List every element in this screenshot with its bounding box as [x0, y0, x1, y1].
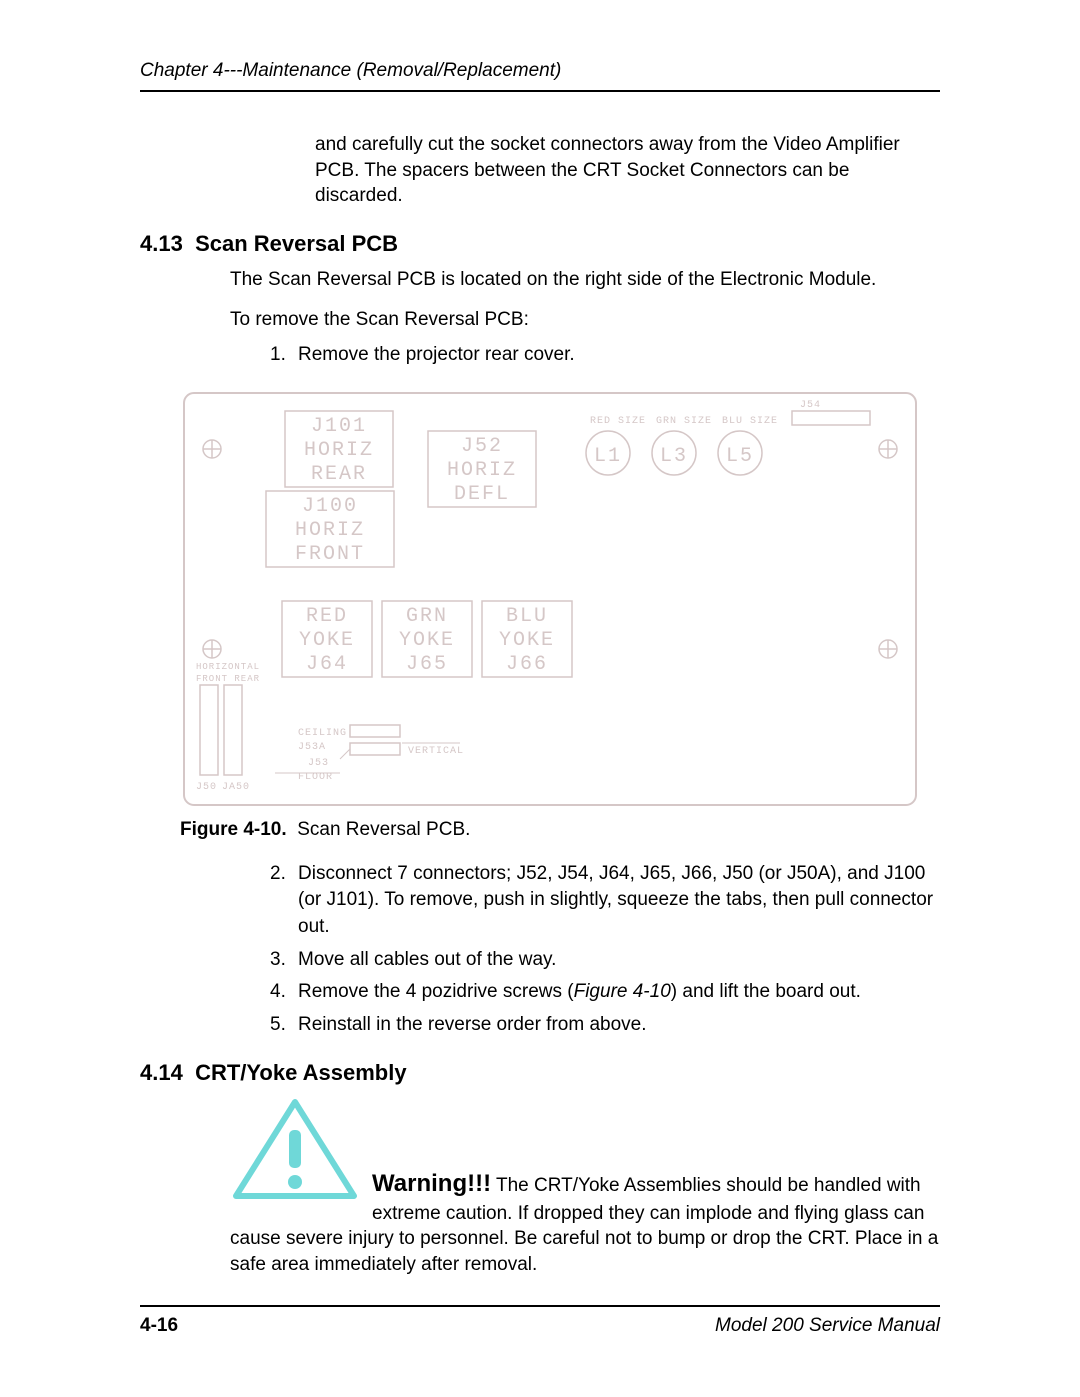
label-j101: J101 [311, 415, 367, 438]
step-1: 1. Remove the projector rear cover. [270, 342, 940, 369]
label-j50: J50 [196, 782, 217, 793]
label-horiz-front: HORIZ [295, 519, 365, 542]
label-j53: J53 [308, 758, 329, 769]
label-front: FRONT [295, 543, 365, 566]
label-grn-size: GRN SIZE [656, 416, 712, 427]
figure-caption-label: Figure 4-10. [180, 819, 287, 840]
label-j53a: J53A [298, 742, 326, 753]
step-number: 4. [270, 979, 298, 1006]
step-text: Remove the projector rear cover. [298, 342, 575, 369]
step4-b: ) and lift the board out. [671, 981, 861, 1002]
footer-page-number: 4-16 [140, 1315, 178, 1337]
label-j52: J52 [461, 435, 503, 458]
step-3: 3. Move all cables out of the way. [270, 947, 940, 974]
label-front-rear: FRONT REAR [196, 674, 260, 684]
label-red-yoke2: YOKE [299, 629, 355, 652]
section-413-heading: 4.13 Scan Reversal PCB [140, 231, 940, 257]
section-number: 4.14 [140, 1060, 183, 1085]
page-footer: 4-16 Model 200 Service Manual [140, 1305, 940, 1337]
figure-4-10: J101 HORIZ REAR J100 HORIZ FRONT J52 HOR… [180, 389, 940, 809]
label-j66: J66 [506, 653, 548, 676]
chapter-header: Chapter 4---Maintenance (Removal/Replace… [140, 60, 940, 92]
label-j64: J64 [306, 653, 348, 676]
label-blu-yoke2: YOKE [499, 629, 555, 652]
label-horiz-rear: HORIZ [304, 439, 374, 462]
label-j100: J100 [302, 495, 358, 518]
section-413-p2: To remove the Scan Reversal PCB: [230, 307, 940, 333]
label-l3: L3 [660, 445, 688, 468]
step-2: 2. Disconnect 7 connectors; J52, J54, J6… [270, 861, 940, 941]
warning-block: Warning!!! The CRT/Yoke Assemblies shoul… [230, 1096, 940, 1277]
step-text: Remove the 4 pozidrive screws (Figure 4-… [298, 979, 861, 1006]
label-j65: J65 [406, 653, 448, 676]
step-text: Disconnect 7 connectors; J52, J54, J64, … [298, 861, 940, 941]
section-414-heading: 4.14 CRT/Yoke Assembly [140, 1060, 940, 1086]
step-text: Reinstall in the reverse order from abov… [298, 1012, 647, 1039]
figure-caption: Figure 4-10. Scan Reversal PCB. [180, 819, 940, 841]
step-number: 2. [270, 861, 298, 941]
label-horiz-defl2: DEFL [454, 483, 510, 506]
section-413-p1: The Scan Reversal PCB is located on the … [230, 267, 940, 293]
step-text: Move all cables out of the way. [298, 947, 556, 974]
step4-a: Remove the 4 pozidrive screws ( [298, 981, 574, 1002]
label-vertical: VERTICAL [408, 746, 464, 757]
scan-reversal-pcb-diagram: J101 HORIZ REAR J100 HORIZ FRONT J52 HOR… [180, 389, 920, 809]
step-4: 4. Remove the 4 pozidrive screws (Figure… [270, 979, 940, 1006]
label-grn-yoke1: GRN [406, 605, 448, 628]
step-number: 1. [270, 342, 298, 369]
label-grn-yoke2: YOKE [399, 629, 455, 652]
section-title: CRT/Yoke Assembly [195, 1060, 407, 1085]
step-5: 5. Reinstall in the reverse order from a… [270, 1012, 940, 1039]
label-red-size: RED SIZE [590, 416, 646, 427]
warning-label: Warning!!! [372, 1170, 491, 1197]
warning-triangle-icon [230, 1096, 360, 1206]
label-rear: REAR [311, 463, 367, 486]
label-red-yoke1: RED [306, 605, 348, 628]
step4-ref: Figure 4-10 [574, 981, 671, 1002]
step-number: 5. [270, 1012, 298, 1039]
label-ceiling: CEILING [298, 728, 347, 739]
footer-manual-title: Model 200 Service Manual [715, 1315, 940, 1337]
figure-caption-text: Scan Reversal PCB. [297, 819, 470, 840]
label-j50a: JA50 [222, 782, 250, 793]
intro-continuation: and carefully cut the socket connectors … [315, 132, 940, 209]
step-number: 3. [270, 947, 298, 974]
label-l5: L5 [726, 445, 754, 468]
label-l1: L1 [594, 445, 622, 468]
label-floor: FLOOR [298, 772, 333, 783]
section-number: 4.13 [140, 231, 183, 256]
label-horiz-defl1: HORIZ [447, 459, 517, 482]
label-horizontal: HORIZONTAL [196, 662, 260, 672]
label-j54: J54 [800, 400, 821, 411]
label-blu-size: BLU SIZE [722, 416, 778, 427]
label-blu-yoke1: BLU [506, 605, 548, 628]
section-title: Scan Reversal PCB [195, 231, 398, 256]
